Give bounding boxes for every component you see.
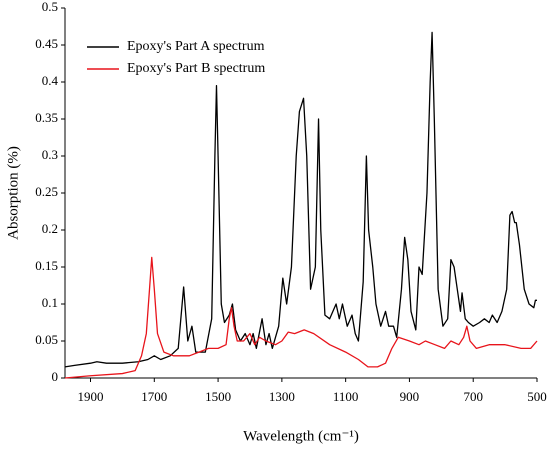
y-axis-label: Absorption (%) [5,146,21,240]
spectrum-line [64,31,537,368]
y-tick-label: 0.05 [35,332,58,347]
y-tick-label: 0.35 [35,110,58,125]
x-tick-label: 1700 [141,389,167,404]
y-tick-label: 0.45 [35,36,58,51]
x-tick-label: 1500 [205,389,231,404]
y-tick-label: 0 [52,369,59,384]
x-axis-label: Wavelength (cm⁻¹) [243,428,359,444]
y-tick-label: 0.25 [35,184,58,199]
y-tick-label: 0.15 [35,258,58,273]
x-tick-label: 1100 [333,389,359,404]
y-tick-label: 0.4 [42,73,59,88]
y-tick-label: 0.3 [42,147,58,162]
x-tick-label: 900 [400,389,420,404]
spectrum-line [64,256,538,379]
y-tick-label: 0.1 [42,295,58,310]
legend-label: Epoxy's Part A spectrum [127,39,265,54]
x-tick-label: 700 [463,389,483,404]
x-tick-label: 1900 [78,389,104,404]
x-tick-label: 500 [527,389,547,404]
x-tick-label: 1300 [269,389,295,404]
y-tick-label: 0.5 [42,0,58,14]
legend-label: Epoxy's Part B spectrum [127,61,265,76]
y-tick-label: 0.2 [42,221,58,236]
